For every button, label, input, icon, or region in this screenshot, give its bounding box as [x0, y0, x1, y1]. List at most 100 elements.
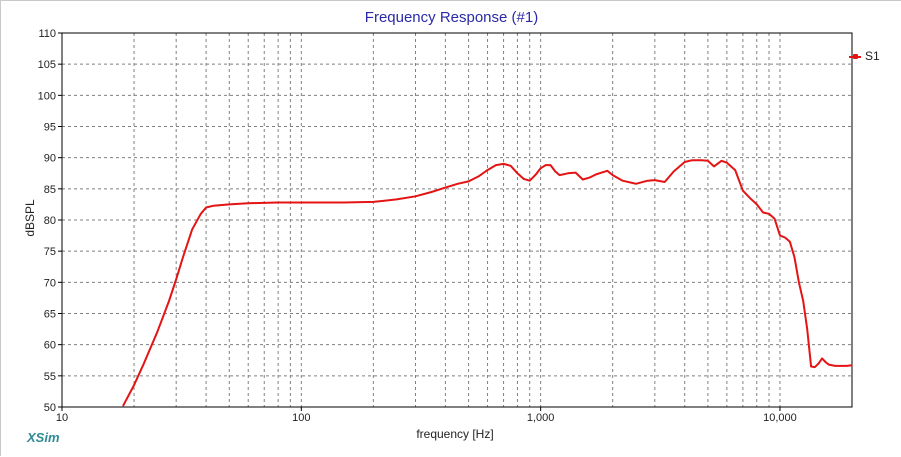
data-point [395, 198, 398, 201]
data-point [495, 164, 497, 166]
data-point [789, 241, 791, 243]
data-point [534, 174, 536, 176]
data-point [205, 206, 207, 209]
grid [62, 33, 853, 407]
data-point [713, 165, 715, 167]
data-point [213, 205, 215, 207]
y-tick-label: 65 [44, 309, 56, 321]
data-point [635, 183, 637, 185]
data-point [414, 195, 417, 197]
x-axis-label: frequency [Hz] [416, 427, 493, 441]
data-point [523, 178, 525, 180]
data-point [529, 180, 531, 182]
y-tick-label: 55 [44, 371, 56, 383]
y-tick-label: 90 [44, 153, 56, 165]
data-point [143, 362, 145, 364]
legend: S1 [849, 49, 899, 65]
data-point [612, 174, 614, 176]
data-point [540, 167, 542, 169]
data-point [749, 197, 751, 199]
data-point [510, 165, 512, 167]
data-point [684, 161, 686, 163]
data-point [726, 162, 728, 164]
data-point [342, 201, 345, 204]
data-point [122, 405, 124, 407]
data-point [664, 181, 666, 183]
data-point [430, 191, 433, 193]
data-point [793, 256, 796, 258]
y-tick-label: 80 [44, 215, 56, 227]
data-point [810, 365, 812, 368]
y-tick-label: 85 [44, 184, 56, 196]
legend-label-s1: S1 [865, 49, 880, 63]
y-tick-label: 50 [44, 402, 56, 414]
data-point [802, 300, 804, 302]
data-point [582, 178, 584, 181]
x-tick-label: 10 [56, 412, 68, 424]
data-point [742, 190, 744, 192]
data-point [168, 300, 170, 302]
plot-frame [61, 32, 853, 408]
x-tick-label: 100 [292, 412, 310, 424]
data-point [834, 365, 836, 367]
data-point [779, 234, 781, 237]
data-point [558, 174, 561, 176]
data-point [200, 213, 202, 215]
data-point [673, 170, 675, 172]
data-point [707, 160, 709, 162]
x-tick-label: 10,000 [763, 412, 797, 424]
data-point [554, 170, 556, 172]
data-point [606, 170, 608, 172]
y-tick-label: 100 [38, 90, 56, 102]
series-group [122, 159, 853, 407]
data-point [691, 159, 693, 161]
y-tick-label: 110 [38, 28, 56, 40]
data-point [277, 201, 279, 204]
chart-title: Frequency Response (#1) [364, 9, 539, 26]
data-point [621, 180, 624, 182]
data-point [575, 172, 577, 174]
data-point [601, 172, 603, 174]
data-point [851, 364, 853, 366]
data-point [798, 281, 800, 283]
data-point [545, 164, 547, 166]
data-point [191, 228, 193, 230]
data-point [840, 365, 842, 367]
data-point [756, 203, 758, 206]
data-point [486, 169, 489, 171]
y-tick-label: 60 [44, 340, 56, 352]
x-tick-label: 1,000 [527, 412, 555, 424]
data-point [133, 384, 135, 386]
data-point [828, 364, 830, 366]
data-point [549, 164, 552, 166]
data-point [817, 362, 820, 364]
data-point [774, 218, 776, 220]
data-point [588, 177, 591, 179]
data-point [824, 361, 827, 363]
data-point [156, 331, 158, 333]
y-tick-label: 70 [44, 277, 56, 289]
y-tick-label: 75 [44, 246, 56, 258]
data-point [654, 179, 656, 181]
data-point [734, 169, 736, 171]
data-point [444, 186, 447, 189]
data-point [720, 160, 723, 162]
data-point [647, 180, 649, 182]
x-tick-labels: 10 100 1,000 10,000 [56, 407, 797, 424]
data-point [516, 172, 519, 174]
data-point [372, 201, 374, 203]
data-point [806, 328, 808, 330]
data-point [846, 365, 848, 367]
y-tick-labels: 50 55 60 65 70 75 80 85 90 95 100 105 110 [38, 28, 62, 414]
data-point [175, 278, 177, 280]
data-point [821, 357, 823, 359]
data-point [300, 201, 302, 204]
data-point [784, 236, 786, 239]
data-point [700, 159, 703, 161]
data-point [477, 175, 480, 177]
data-point [182, 256, 184, 258]
app-brand-logo: XSim [27, 430, 60, 445]
legend-marker [853, 54, 858, 59]
